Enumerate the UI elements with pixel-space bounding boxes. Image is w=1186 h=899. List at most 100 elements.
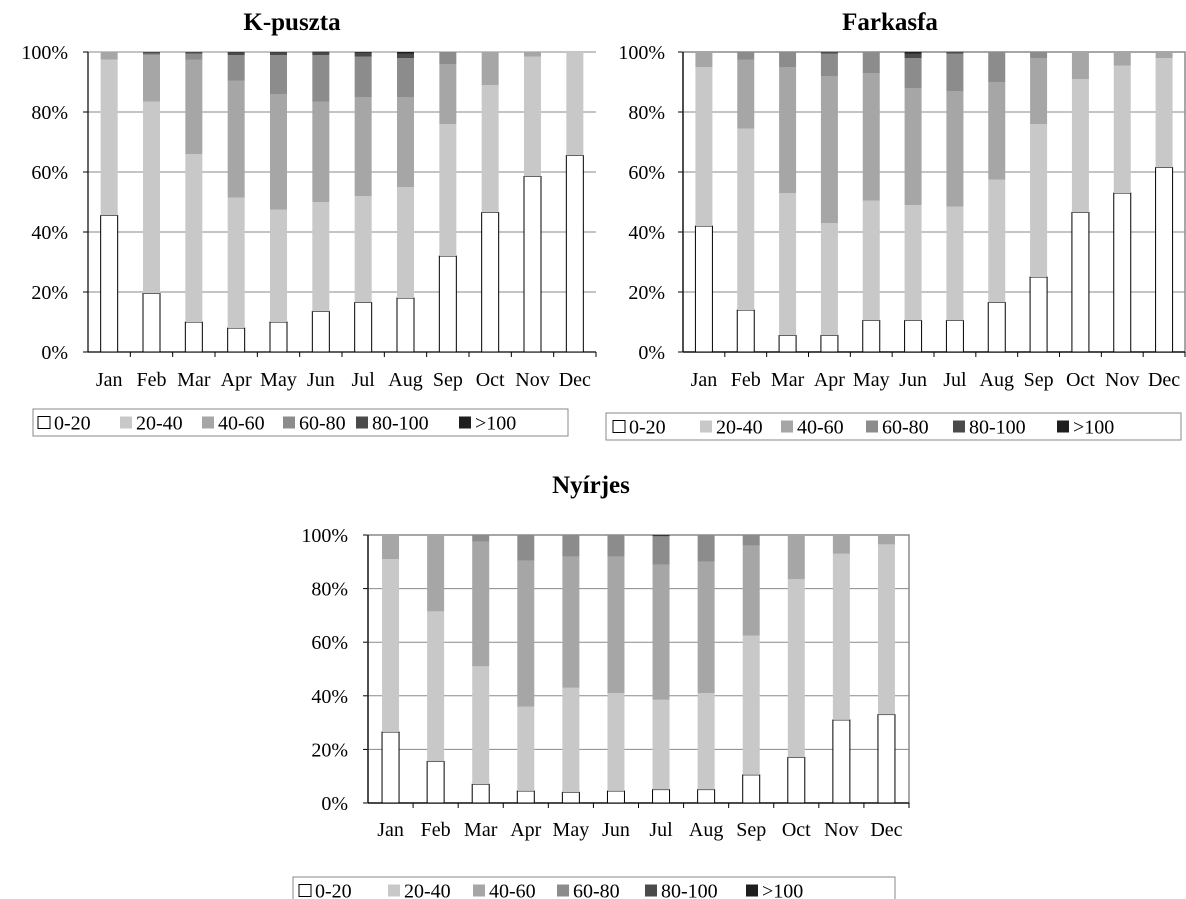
bar-mar-0-20 [184, 321, 203, 353]
x-tick-label: Apr [510, 819, 541, 841]
y-tick-label: 0% [638, 342, 665, 364]
bar-apr-60-80 [517, 535, 535, 561]
bar-jun-80-100 [904, 53, 922, 58]
bar-jul-0-20 [652, 789, 671, 804]
bar-feb-80-100 [143, 52, 160, 54]
y-tick-label: 80% [628, 102, 665, 124]
bar-mar-80-100 [185, 52, 203, 54]
bar-jun-80-100 [312, 52, 330, 55]
bar-mar-20-40 [779, 193, 797, 336]
x-tick-label: Sep [736, 819, 766, 841]
legend-label: 60-80 [882, 417, 929, 439]
bar-nov-40-60 [524, 52, 541, 57]
x-tick-label: Nov [1105, 369, 1139, 391]
bar-feb-40-60 [737, 59, 755, 129]
y-tick-label: 100% [618, 42, 665, 64]
bar-jan-40-60 [382, 535, 400, 560]
y-tick-label: 40% [31, 222, 68, 244]
bar-jun-40-60 [607, 556, 625, 694]
bar-nov-20-40 [524, 56, 541, 177]
x-tick-label: Nov [515, 369, 549, 391]
bar-may-60-80 [270, 55, 287, 94]
y-tick-label: 0% [41, 342, 68, 364]
bar-feb-60-80 [143, 53, 160, 55]
bar-jun-20-40 [607, 693, 625, 791]
legend-label: >100 [762, 881, 803, 899]
x-tick-label: Mar [464, 819, 498, 841]
bar-jun-gt100 [312, 51, 330, 53]
bar-mar-40-60 [185, 59, 203, 154]
legend-label: 60-80 [573, 881, 620, 899]
x-tick-label: Jul [943, 369, 967, 391]
bar-jan-0-20 [694, 225, 713, 353]
bar-may-gt100 [270, 52, 287, 53]
bar-may-0-20 [269, 321, 288, 353]
bar-aug-gt100 [397, 52, 414, 54]
bar-feb-20-40 [143, 101, 160, 294]
legend-swatch [612, 420, 626, 433]
bar-oct-40-60 [481, 52, 499, 85]
bar-mar-40-60 [779, 67, 797, 193]
bar-jan-20-40 [100, 59, 118, 216]
bar-jan-0-20 [100, 215, 119, 353]
bar-sep-60-80 [742, 535, 760, 546]
bar-aug-40-60 [988, 82, 1006, 180]
bar-jun-20-40 [312, 202, 330, 312]
bar-jun-0-20 [904, 320, 923, 353]
y-tick-label: 40% [628, 222, 665, 244]
bar-jul-80-100 [946, 52, 964, 54]
legend-swatch [298, 884, 312, 897]
bar-jan-40-60 [100, 52, 118, 60]
bar-dec-20-40 [566, 52, 584, 156]
y-tick-label: 60% [311, 632, 348, 654]
bar-jul-80-100 [354, 52, 372, 57]
x-tick-label: Aug [689, 819, 723, 841]
bar-mar-20-40 [185, 154, 203, 322]
bar-nov-40-60 [832, 535, 850, 554]
x-tick-label: Apr [221, 369, 252, 391]
x-tick-label: Jan [377, 819, 404, 841]
legend-swatch [356, 416, 368, 429]
bar-dec-40-60 [1155, 52, 1173, 58]
bar-may-40-60 [862, 73, 880, 201]
bar-jan-20-40 [382, 559, 400, 732]
bar-may-40-60 [270, 94, 287, 210]
bar-feb-60-80 [737, 52, 755, 60]
bar-jul-0-20 [945, 320, 964, 353]
bar-sep-40-60 [1030, 58, 1048, 124]
bar-oct-40-60 [787, 535, 805, 580]
bar-mar-0-20 [778, 335, 797, 353]
legend: 0-20 20-40 40-60 60-80 80-100 >100 [292, 876, 896, 899]
bar-dec-0-20 [1155, 167, 1174, 353]
bar-jun-60-80 [607, 535, 625, 557]
bar-aug-20-40 [988, 179, 1006, 303]
x-tick-label: Feb [137, 369, 167, 391]
bar-oct-0-20 [1071, 212, 1090, 353]
bar-aug-40-60 [397, 97, 414, 187]
bar-nov-20-40 [832, 553, 850, 720]
bar-feb-40-60 [427, 535, 445, 612]
bar-feb-0-20 [426, 760, 445, 804]
bar-aug-0-20 [697, 789, 716, 804]
y-tick-label: 100% [21, 42, 68, 64]
x-tick-label: Dec [1148, 369, 1180, 391]
bar-aug-80-100 [397, 53, 414, 58]
x-tick-label: Dec [870, 819, 902, 841]
legend-label: 80-100 [372, 413, 429, 435]
x-tick-label: Jun [307, 369, 335, 391]
bar-apr-0-20 [227, 327, 246, 353]
chart-title: Farkasfa [842, 9, 938, 36]
legend-swatch [746, 884, 758, 897]
bar-may-20-40 [270, 209, 287, 322]
bar-dec-20-40 [1155, 58, 1173, 168]
bar-sep-40-60 [742, 545, 760, 636]
legend-swatch [120, 416, 132, 429]
y-tick-label: 80% [31, 102, 68, 124]
legend-label: 40-60 [797, 417, 844, 439]
x-tick-label: Oct [1066, 369, 1095, 391]
bar-jul-0-20 [354, 302, 373, 353]
legend-swatch [388, 884, 400, 897]
legend-swatch [37, 416, 51, 429]
x-tick-label: May [853, 369, 890, 391]
